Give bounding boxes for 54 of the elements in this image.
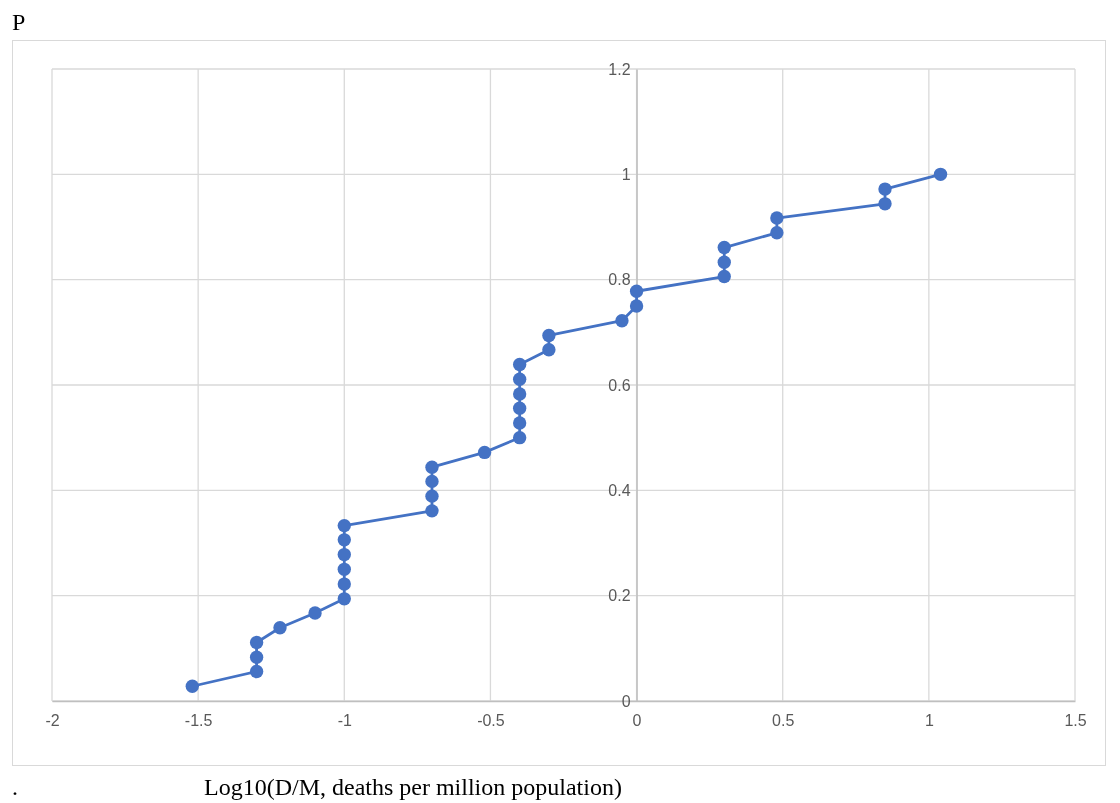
x-tick-label: 0.5 [772, 712, 795, 730]
text: . [12, 774, 18, 800]
point [512, 401, 527, 415]
point [933, 167, 948, 181]
point [337, 577, 351, 591]
x-tick-label: -0.5 [477, 712, 505, 730]
y-tick-label: 0.6 [608, 376, 631, 394]
point [512, 416, 527, 430]
y-tick-label: 0.8 [608, 271, 631, 289]
point [717, 240, 731, 255]
y-tick-label: 0.4 [608, 481, 631, 499]
x-axis-title: Log10(D/M, deaths per million population) [204, 774, 622, 800]
point [629, 299, 644, 313]
point [425, 489, 439, 503]
y-tick-label: 1 [621, 165, 631, 183]
y-tick-label: 0 [621, 692, 631, 710]
point [512, 431, 527, 445]
point [337, 533, 351, 547]
point [477, 445, 492, 460]
point [425, 460, 439, 474]
point [878, 197, 892, 211]
x-tick-label: -2 [45, 712, 60, 730]
point [770, 211, 784, 225]
point [308, 606, 322, 620]
point [249, 664, 264, 679]
x-tick-label: 0 [632, 712, 642, 730]
point [615, 314, 629, 328]
x-tick-label: -1 [337, 712, 352, 730]
point [249, 650, 264, 664]
x-tick-label: 1 [924, 712, 934, 730]
point [273, 621, 287, 635]
point [425, 474, 439, 489]
point [337, 518, 351, 533]
point [512, 372, 527, 386]
point [629, 284, 644, 298]
point [185, 679, 199, 693]
point [337, 592, 351, 606]
point [878, 182, 892, 196]
point [542, 328, 556, 343]
point [770, 226, 784, 240]
point [249, 635, 264, 650]
point [717, 269, 731, 284]
point [512, 387, 527, 401]
x-tick-label: 1.5 [1064, 712, 1087, 730]
point [542, 343, 556, 357]
point [337, 547, 351, 562]
point [337, 562, 351, 576]
y-axis-title: P [12, 9, 26, 35]
y-tick-label: 1.2 [608, 60, 631, 78]
point [512, 357, 527, 372]
point [425, 504, 439, 518]
x-tick-label: -1.5 [184, 712, 213, 730]
y-tick-label: 0.2 [608, 587, 631, 605]
point [717, 255, 731, 269]
